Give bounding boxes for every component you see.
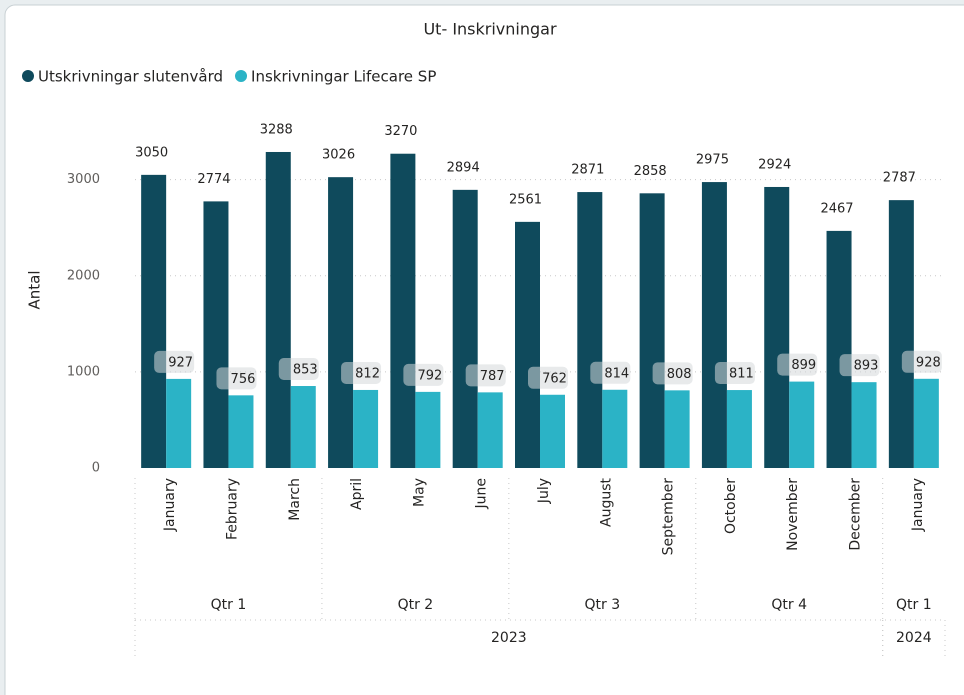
- x-tick-label: February: [224, 478, 240, 540]
- bar: [664, 390, 690, 468]
- bar: [851, 382, 877, 468]
- data-label: 762: [542, 371, 567, 386]
- x-tick-label: October: [723, 478, 739, 534]
- label-backdrop: [777, 353, 818, 376]
- data-label: 2858: [634, 164, 667, 179]
- data-label: 3270: [384, 124, 417, 139]
- x-tick-label: January: [162, 478, 178, 532]
- label-backdrop: [590, 361, 631, 384]
- bar: [477, 392, 503, 468]
- data-label: 853: [293, 363, 318, 378]
- bar: [203, 201, 229, 469]
- data-label: 2561: [509, 192, 542, 207]
- data-label: 787: [480, 369, 505, 384]
- x-tick-label: December: [848, 478, 864, 551]
- data-label: 3050: [135, 145, 168, 160]
- y-tick-label: 0: [92, 461, 100, 476]
- label-backdrop: [839, 354, 880, 377]
- y-tick-label: 3000: [67, 172, 100, 187]
- data-label: 2467: [820, 201, 853, 216]
- quarter-label: Qtr 1: [896, 597, 932, 613]
- bar: [415, 391, 441, 468]
- bar: [141, 174, 167, 468]
- bar: [602, 389, 628, 468]
- x-tick-label: May: [411, 478, 427, 507]
- data-label: 2924: [758, 157, 791, 172]
- quarter-label: Qtr 2: [398, 597, 434, 613]
- label-backdrop: [278, 358, 319, 381]
- x-tick-label: January: [910, 478, 926, 532]
- data-label: 808: [667, 367, 692, 382]
- bar: [353, 389, 379, 468]
- label-backdrop: [341, 361, 382, 384]
- data-label: 928: [916, 355, 941, 370]
- data-label: 2894: [447, 160, 480, 175]
- bar: [577, 192, 603, 468]
- y-axis-label: Antal: [26, 270, 44, 309]
- year-label: 2023: [491, 630, 527, 646]
- bar: [390, 153, 416, 468]
- bar: [826, 230, 852, 468]
- bar: [701, 182, 727, 468]
- data-label: 2871: [571, 163, 604, 178]
- x-tick-label: August: [598, 477, 614, 527]
- data-label: 893: [854, 359, 879, 374]
- y-tick-label: 1000: [67, 364, 100, 379]
- label-backdrop: [465, 364, 506, 387]
- data-label: 2975: [696, 153, 729, 168]
- label-backdrop: [652, 362, 693, 385]
- legend-label: Utskrivningar slutenvård: [38, 68, 223, 86]
- x-tick-label: April: [349, 478, 365, 510]
- data-label: 2787: [883, 171, 916, 186]
- bar: [888, 200, 914, 468]
- data-label: 756: [231, 372, 256, 387]
- y-tick-label: 2000: [67, 268, 100, 283]
- data-label: 927: [168, 355, 193, 370]
- legend-marker: [235, 70, 248, 82]
- card: [4, 4, 964, 695]
- label-backdrop: [403, 363, 444, 386]
- bar: [515, 221, 540, 468]
- data-label: 814: [604, 366, 629, 381]
- quarter-label: Qtr 1: [211, 597, 247, 613]
- label-backdrop: [154, 350, 195, 373]
- x-tick-label: March: [287, 478, 303, 521]
- label-backdrop: [528, 366, 568, 389]
- data-label: 899: [791, 358, 816, 373]
- label-backdrop: [714, 362, 755, 385]
- legend-label: Inskrivningar Lifecare SP: [251, 68, 436, 86]
- bar: [452, 189, 478, 469]
- bar: [764, 186, 790, 468]
- chart-title: Ut- Inskrivningar: [423, 20, 556, 39]
- x-tick-label: June: [474, 478, 490, 510]
- label-backdrop: [216, 367, 257, 390]
- bar: [265, 151, 291, 468]
- data-label: 2774: [197, 172, 230, 187]
- legend-marker: [22, 70, 34, 82]
- data-label: 3026: [322, 148, 355, 163]
- bar: [228, 395, 254, 468]
- x-tick-label: September: [661, 478, 677, 556]
- quarter-label: Qtr 4: [771, 597, 807, 613]
- bar: [290, 386, 316, 468]
- bar: [639, 193, 665, 468]
- data-label: 812: [355, 366, 380, 381]
- x-tick-label: July: [536, 478, 552, 504]
- data-label: 811: [729, 367, 754, 382]
- bar: [166, 378, 192, 468]
- x-tick-label: November: [785, 478, 801, 551]
- bar: [789, 381, 815, 468]
- bar: [726, 390, 752, 468]
- data-label: 3288: [260, 122, 293, 137]
- bar: [328, 177, 354, 468]
- bar: [913, 378, 939, 468]
- year-label: 2024: [896, 630, 932, 646]
- bar: [540, 394, 565, 468]
- data-label: 792: [417, 368, 442, 383]
- quarter-label: Qtr 3: [584, 597, 620, 613]
- label-backdrop: [901, 350, 942, 373]
